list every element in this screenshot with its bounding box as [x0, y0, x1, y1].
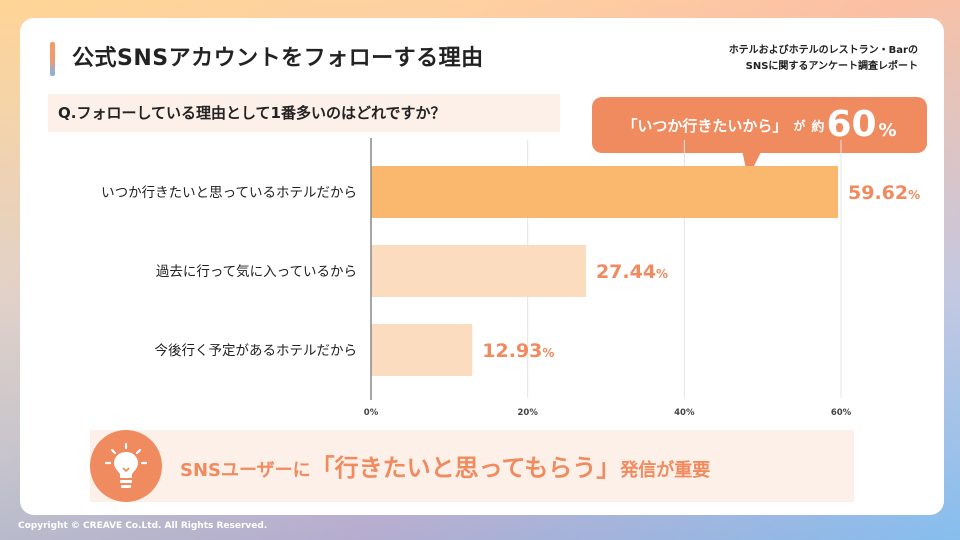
conclusion-part-1: SNSユーザーに	[180, 460, 311, 481]
category-label-2: 過去に行って気に入っているから	[156, 264, 357, 280]
tick-label-3: 60%	[831, 408, 852, 418]
value-label-2: 27.44%	[596, 261, 668, 283]
conclusion-part-3: 発信が重要	[620, 460, 711, 481]
conclusion-box	[90, 430, 854, 502]
callout-value: 60	[826, 104, 877, 145]
report-name: ホテルおよびホテルのレストラン・Barの SNSに関するアンケート調査レポート	[729, 43, 918, 75]
category-label-3: 今後行く予定があるホテルだから	[155, 343, 358, 359]
lightbulb-icon	[90, 430, 162, 502]
bar-3	[371, 324, 473, 376]
bar-1	[371, 166, 839, 218]
callout-quote: 「いつか行きたいから」	[622, 116, 788, 135]
callout-bubble: 「いつか行きたいから」 が 約 60 %	[592, 97, 927, 153]
category-label-1: いつか行きたいと思っているホテルだから	[101, 185, 357, 201]
bar-2	[371, 245, 586, 297]
report-line-2: SNSに関するアンケート調査レポート	[745, 61, 918, 72]
title-accent-bar	[50, 42, 55, 76]
report-line-1: ホテルおよびホテルのレストラン・Barの	[728, 45, 918, 56]
callout-ga: が	[793, 118, 806, 133]
value-label-1: 59.62%	[848, 182, 920, 204]
tick-label-1: 20%	[517, 408, 538, 418]
value-label-3: 12.93%	[482, 340, 554, 362]
callout-approx: 約	[811, 119, 825, 135]
conclusion-part-2: 「行きたいと思ってもらう」	[310, 454, 621, 482]
conclusion-text: SNSユーザーに 「行きたいと思ってもらう」 発信が重要	[180, 448, 710, 483]
tick-label-0: 0%	[364, 408, 379, 418]
tick-label-2: 40%	[674, 408, 695, 418]
copyright: Copyright © CREAVE Co.Ltd. All Rights Re…	[18, 521, 268, 531]
callout-unit: %	[878, 119, 897, 141]
page-title: 公式SNSアカウントをフォローする理由	[72, 46, 484, 71]
question-text: Q.フォローしている理由として1番多いのはどれですか？	[48, 94, 560, 132]
